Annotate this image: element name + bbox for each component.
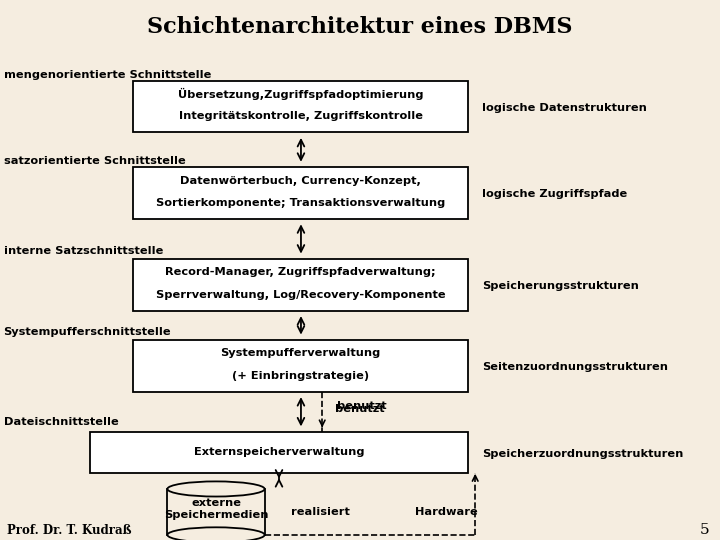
FancyBboxPatch shape <box>133 167 468 219</box>
Text: Speicherzuordnungsstrukturen: Speicherzuordnungsstrukturen <box>482 449 684 458</box>
FancyBboxPatch shape <box>133 81 468 132</box>
Text: Prof. Dr. T. Kudraß: Prof. Dr. T. Kudraß <box>7 524 132 537</box>
Text: Integritätskontrolle, Zugriffskontrolle: Integritätskontrolle, Zugriffskontrolle <box>179 111 423 122</box>
Text: Dateischnittstelle: Dateischnittstelle <box>4 417 118 427</box>
Text: Systempufferschnittstelle: Systempufferschnittstelle <box>4 327 171 337</box>
Text: Übersetzung,Zugriffspfadoptimierung: Übersetzung,Zugriffspfadoptimierung <box>178 88 423 100</box>
Text: Hardware: Hardware <box>415 507 478 517</box>
Text: logische Datenstrukturen: logische Datenstrukturen <box>482 103 647 113</box>
Text: Sperrverwaltung, Log/Recovery-Komponente: Sperrverwaltung, Log/Recovery-Komponente <box>156 289 446 300</box>
Text: (+ Einbringstrategie): (+ Einbringstrategie) <box>232 370 369 381</box>
FancyBboxPatch shape <box>167 489 265 535</box>
Text: satzorientierte Schnittstelle: satzorientierte Schnittstelle <box>4 156 185 166</box>
Text: Externspeicherverwaltung: Externspeicherverwaltung <box>194 447 364 457</box>
Text: Systempufferverwaltung: Systempufferverwaltung <box>220 348 381 359</box>
Text: 5: 5 <box>700 523 709 537</box>
Ellipse shape <box>167 527 265 540</box>
Text: benutzt: benutzt <box>336 404 384 414</box>
Text: benutzt: benutzt <box>337 401 386 411</box>
FancyBboxPatch shape <box>133 259 468 310</box>
Ellipse shape <box>167 482 265 497</box>
Text: Schichtenarchitektur eines DBMS: Schichtenarchitektur eines DBMS <box>148 16 572 38</box>
Text: Seitenzuordnungsstrukturen: Seitenzuordnungsstrukturen <box>482 362 668 372</box>
Text: interne Satzschnittstelle: interne Satzschnittstelle <box>4 246 163 256</box>
FancyBboxPatch shape <box>90 432 468 472</box>
Text: Datenwörterbuch, Currency-Konzept,: Datenwörterbuch, Currency-Konzept, <box>180 176 421 186</box>
Text: Sortierkomponente; Transaktionsverwaltung: Sortierkomponente; Transaktionsverwaltun… <box>156 198 445 208</box>
Text: externe
Speichermedien: externe Speichermedien <box>163 498 269 520</box>
FancyBboxPatch shape <box>133 340 468 392</box>
Text: Record-Manager, Zugriffspfadverwaltung;: Record-Manager, Zugriffspfadverwaltung; <box>166 267 436 278</box>
Text: realisiert: realisiert <box>291 507 350 517</box>
Text: mengenorientierte Schnittstelle: mengenorientierte Schnittstelle <box>4 70 211 79</box>
Text: logische Zugriffspfade: logische Zugriffspfade <box>482 190 628 199</box>
Text: Speicherungsstrukturen: Speicherungsstrukturen <box>482 281 639 291</box>
